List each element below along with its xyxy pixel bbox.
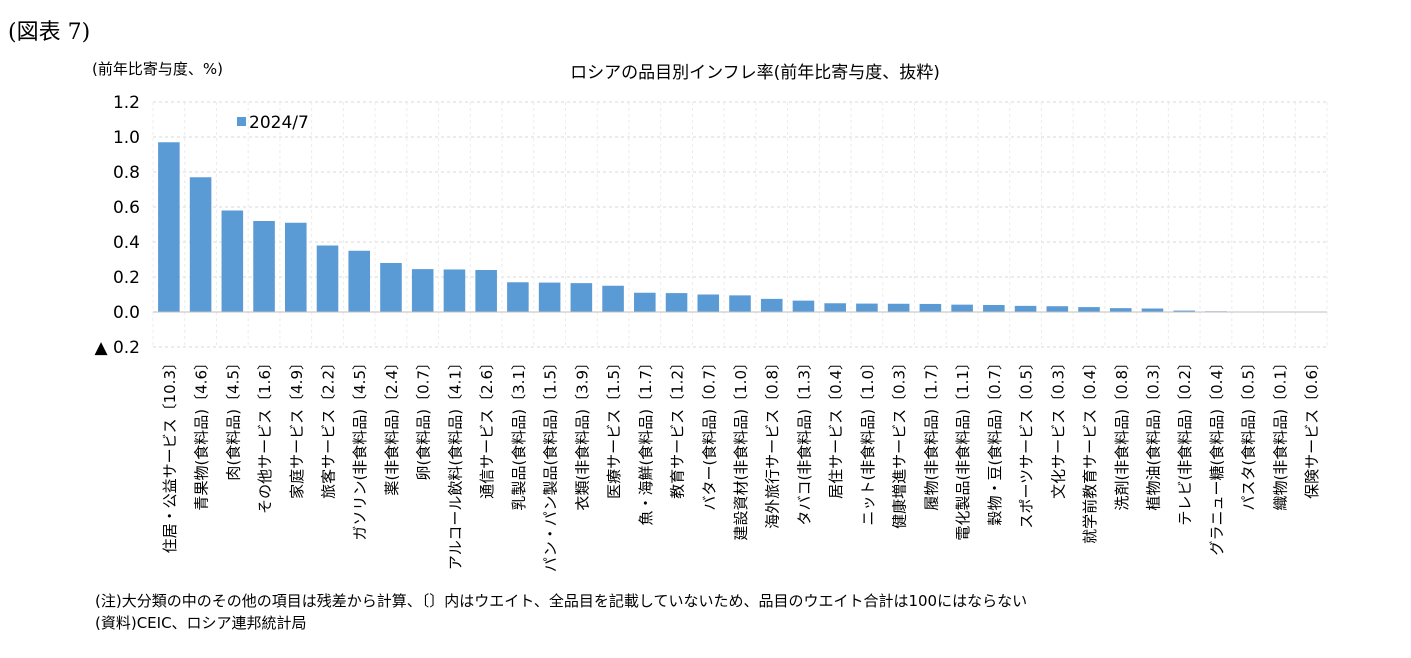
y-tick-label: 1.2: [113, 93, 140, 113]
x-tick-label: 健康増進サービス〔0.3〕: [891, 355, 909, 529]
x-tick-label: タバコ(非食料品)〔1.3〕: [795, 355, 813, 526]
x-tick-label: 通信サービス〔2.6〕: [478, 355, 496, 499]
bar: [919, 303, 942, 312]
x-tick-labels: 住居・公益サービス〔10.3〕 青果物(食料品)〔4.6〕 肉(食料品)〔4.5〕そ…: [161, 355, 1321, 572]
bar: [1141, 308, 1164, 312]
y-tick-label: ▲ 0.2: [94, 338, 140, 358]
x-tick-label: 履物(非食料品)〔1.7〕: [922, 355, 940, 511]
bar: [729, 295, 751, 312]
bar: [348, 250, 371, 312]
x-tick-label: 文化サービス〔0.3〕: [1049, 355, 1067, 499]
bar: [538, 282, 561, 312]
x-tick-label: 植物油(食料品)〔0.3〕: [1144, 355, 1162, 511]
bar: [1014, 305, 1037, 312]
bar: [856, 303, 878, 312]
bar: [411, 269, 434, 312]
x-tick-label: 居住サービス〔0.4〕: [827, 355, 845, 499]
bar: [253, 221, 275, 312]
x-tick-label: 医療サービス〔1.5〕: [605, 355, 623, 499]
legend: 2024/7: [237, 113, 309, 133]
bar: [570, 283, 593, 312]
x-tick-label: 肉(食料品)〔4.5〕: [224, 355, 242, 481]
bar: [887, 303, 910, 312]
x-tick-label: 保険サービス〔0.6〕: [1303, 355, 1321, 499]
x-tick-label: 穀物・豆(食料品)〔0.7〕: [986, 355, 1004, 526]
bar: [634, 292, 656, 312]
x-tick-label: スポーツサービス〔0.5〕: [1018, 355, 1036, 529]
bar: [380, 263, 402, 312]
bar: [1173, 310, 1196, 312]
x-tick-label: テレビ(非食料品)〔0.2〕: [1176, 355, 1194, 526]
y-tick-label: 0.8: [113, 163, 140, 183]
x-tick-label: 衣類(非食料品)〔3.9〕: [573, 355, 591, 511]
bar: [760, 298, 783, 312]
legend-swatch: [237, 117, 246, 126]
bar: [792, 300, 815, 312]
x-tick-label: 海外旅行サービス〔0.8〕: [764, 355, 782, 529]
x-tick-label: ニット(非食料品)〔1.0〕: [859, 355, 877, 526]
bar: [697, 294, 720, 312]
bar: [951, 304, 973, 312]
x-tick-label: 住居・公益サービス〔10.3〕: [161, 355, 179, 553]
y-tick-labels: 1.2 1.0 0.8 0.6 0.4 0.2 0.0 ▲ 0.2: [94, 93, 140, 358]
x-tick-label: 薬(非食料品)〔2.4〕: [383, 355, 401, 496]
x-tick-label: その他サービス〔1.6〕: [256, 355, 274, 514]
x-tick-label: 洗剤(非食料品)〔0.8〕: [1113, 355, 1131, 511]
x-tick-label: 建設資材(非食料品)〔1.0〕: [732, 355, 750, 541]
bar: [665, 293, 688, 312]
bar: [983, 305, 1005, 312]
bar: [189, 177, 212, 312]
bar: [475, 270, 497, 312]
bar-chart: ロシアの品目別インフレ率(前年比寄与度、抜粋) (前年比寄与度、%) 1.21.…: [92, 60, 1328, 572]
x-tick-label: アルコール飲料(食料品)〔4.1〕: [446, 355, 464, 570]
bar: [1078, 307, 1100, 312]
bar: [284, 222, 307, 312]
bar: [316, 245, 339, 312]
y-tick-label: 0.4: [113, 233, 140, 253]
x-tick-label: 家庭サービス〔4.9〕: [288, 355, 306, 499]
x-tick-label: 卵(食料品)〔0.7〕: [415, 355, 433, 481]
bar: [443, 269, 466, 312]
x-tick-label: 教育サービス〔1.2〕: [669, 355, 687, 499]
bar: [158, 142, 180, 312]
bars: [158, 142, 1322, 313]
chart-source: (資料)CEIC、ロシア連邦統計局: [95, 614, 307, 632]
figure-label: (図表 7): [8, 20, 91, 45]
legend-label: 2024/7: [249, 113, 309, 133]
y-tick-label: 1.0: [113, 128, 140, 148]
x-tick-label: 就学前教育サービス〔0.4〕: [1081, 355, 1099, 544]
x-tick-label: 電化製品(非食料品)〔1.1〕: [954, 355, 972, 541]
x-tick-label: グラニュー糖(食料品)〔0.4〕: [1208, 355, 1226, 556]
x-tick-label: 青果物(食料品)〔4.6〕: [193, 355, 211, 511]
bar: [1109, 308, 1132, 312]
y-tick-label: 0.6: [113, 198, 140, 218]
chart-title: ロシアの品目別インフレ率(前年比寄与度、抜粋): [570, 63, 940, 83]
y-tick-label: 0.0: [113, 303, 140, 323]
x-tick-label: バター(食料品)〔0.7〕: [700, 355, 718, 511]
x-tick-label: 乳製品(食料品)〔3.1〕: [510, 355, 528, 511]
x-tick-label: パスタ(食料品)〔0.5〕: [1240, 355, 1258, 511]
x-tick-label: パン・パン製品(食料品)〔1.5〕: [542, 355, 560, 572]
x-tick-label: ガソリン(非食料品)〔4.5〕: [351, 355, 369, 541]
x-tick-label: 旅客サービス〔2.2〕: [320, 355, 338, 499]
y-axis-label: (前年比寄与度、%): [92, 60, 223, 78]
bar: [602, 285, 624, 312]
bar: [824, 303, 846, 312]
x-tick-label: 織物(非食料品)〔0.1〕: [1271, 355, 1289, 511]
chart-note: (注)大分類の中のその他の項目は残差から計算、〔〕内はウエイト、全品目を記載して…: [95, 592, 1028, 610]
bar: [1046, 306, 1069, 312]
y-tick-label: 0.2: [113, 268, 140, 288]
x-tick-label: 魚・海鮮(食料品)〔1.7〕: [637, 355, 655, 526]
bar: [507, 282, 529, 312]
bar: [221, 210, 244, 312]
